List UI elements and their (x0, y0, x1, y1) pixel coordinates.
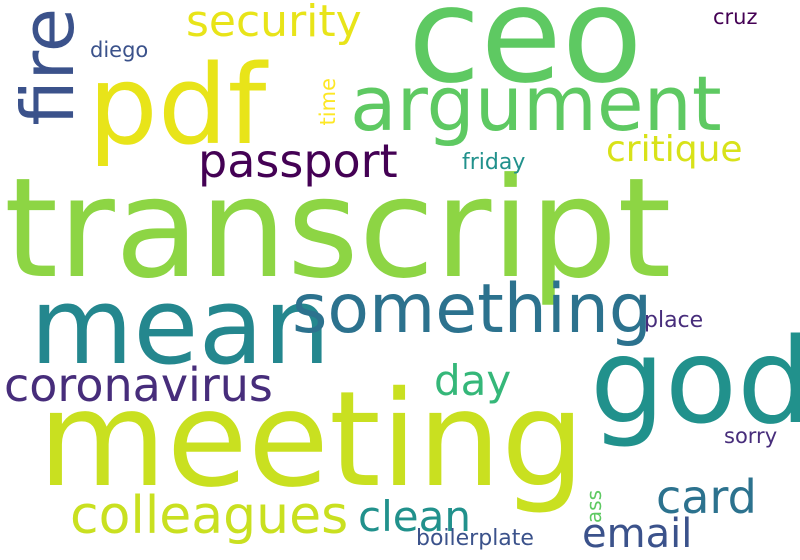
word-pdf: pdf (88, 41, 267, 169)
word-something: something (292, 270, 653, 349)
word-day: day (434, 356, 512, 405)
word-critique: critique (606, 129, 743, 170)
word-sorry: sorry (724, 424, 778, 448)
word-meeting: meeting (38, 363, 585, 517)
word-time: time (316, 78, 340, 126)
word-mean: mean (30, 265, 331, 388)
word-coronavirus: coronavirus (4, 358, 273, 412)
word-passport: passport (198, 134, 398, 188)
word-diego: diego (90, 38, 149, 62)
word-cruz: cruz (713, 5, 758, 29)
word-friday: friday (462, 150, 526, 175)
word-card: card (656, 470, 757, 524)
word-clean: clean (358, 492, 471, 541)
word-fire: fire (6, 8, 90, 126)
word-ceo: ceo (408, 0, 643, 113)
word-god: god (590, 312, 800, 450)
word-argument: argument (350, 59, 722, 148)
word-transcript: transcript (4, 148, 672, 309)
word-boilerplate: boilerplate (416, 526, 534, 551)
word-place: place (644, 308, 704, 333)
word-ass: ass (582, 490, 606, 524)
word-email: email (582, 511, 693, 557)
word-security: security (186, 0, 362, 47)
word-colleagues: colleagues (70, 486, 349, 546)
